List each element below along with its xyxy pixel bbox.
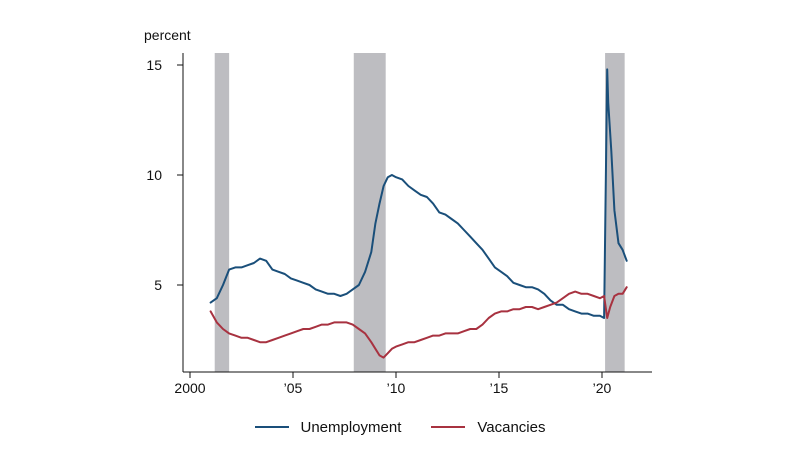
legend: Unemployment Vacancies [0,414,800,440]
y-tick-label-1: 10 [146,167,162,183]
line-chart: 2000 ’05 ’10 ’15 ’20 5 10 15 percent [144,27,652,396]
y-tick-label-0: 5 [154,277,162,293]
legend-label-unemployment: Unemployment [300,418,402,436]
series-line-vacancies [209,286,628,359]
y-unit-label: percent [144,27,191,43]
legend-item-vacancies: Vacancies [431,419,545,436]
recession-bands [214,53,625,372]
x-tick-label-0: 2000 [174,380,205,396]
axis-ticks: 2000 ’05 ’10 ’15 ’20 5 10 15 [146,57,611,396]
legend-item-unemployment: Unemployment [254,418,402,436]
y-tick-label-2: 15 [146,57,162,73]
series-line-unemployment [209,68,628,319]
recession-band-1 [353,53,386,372]
legend-swatch-unemployment [254,426,289,428]
series-lines [209,68,628,359]
legend-label-vacancies: Vacancies [477,418,546,436]
x-tick-label-2: ’10 [387,380,406,396]
x-tick-label-3: ’15 [490,380,509,396]
axes [182,53,652,373]
legend-swatch-vacancies [431,426,466,428]
x-tick-label-1: ’05 [284,380,303,396]
x-tick-label-4: ’20 [593,380,612,396]
recession-band-0 [214,53,230,372]
